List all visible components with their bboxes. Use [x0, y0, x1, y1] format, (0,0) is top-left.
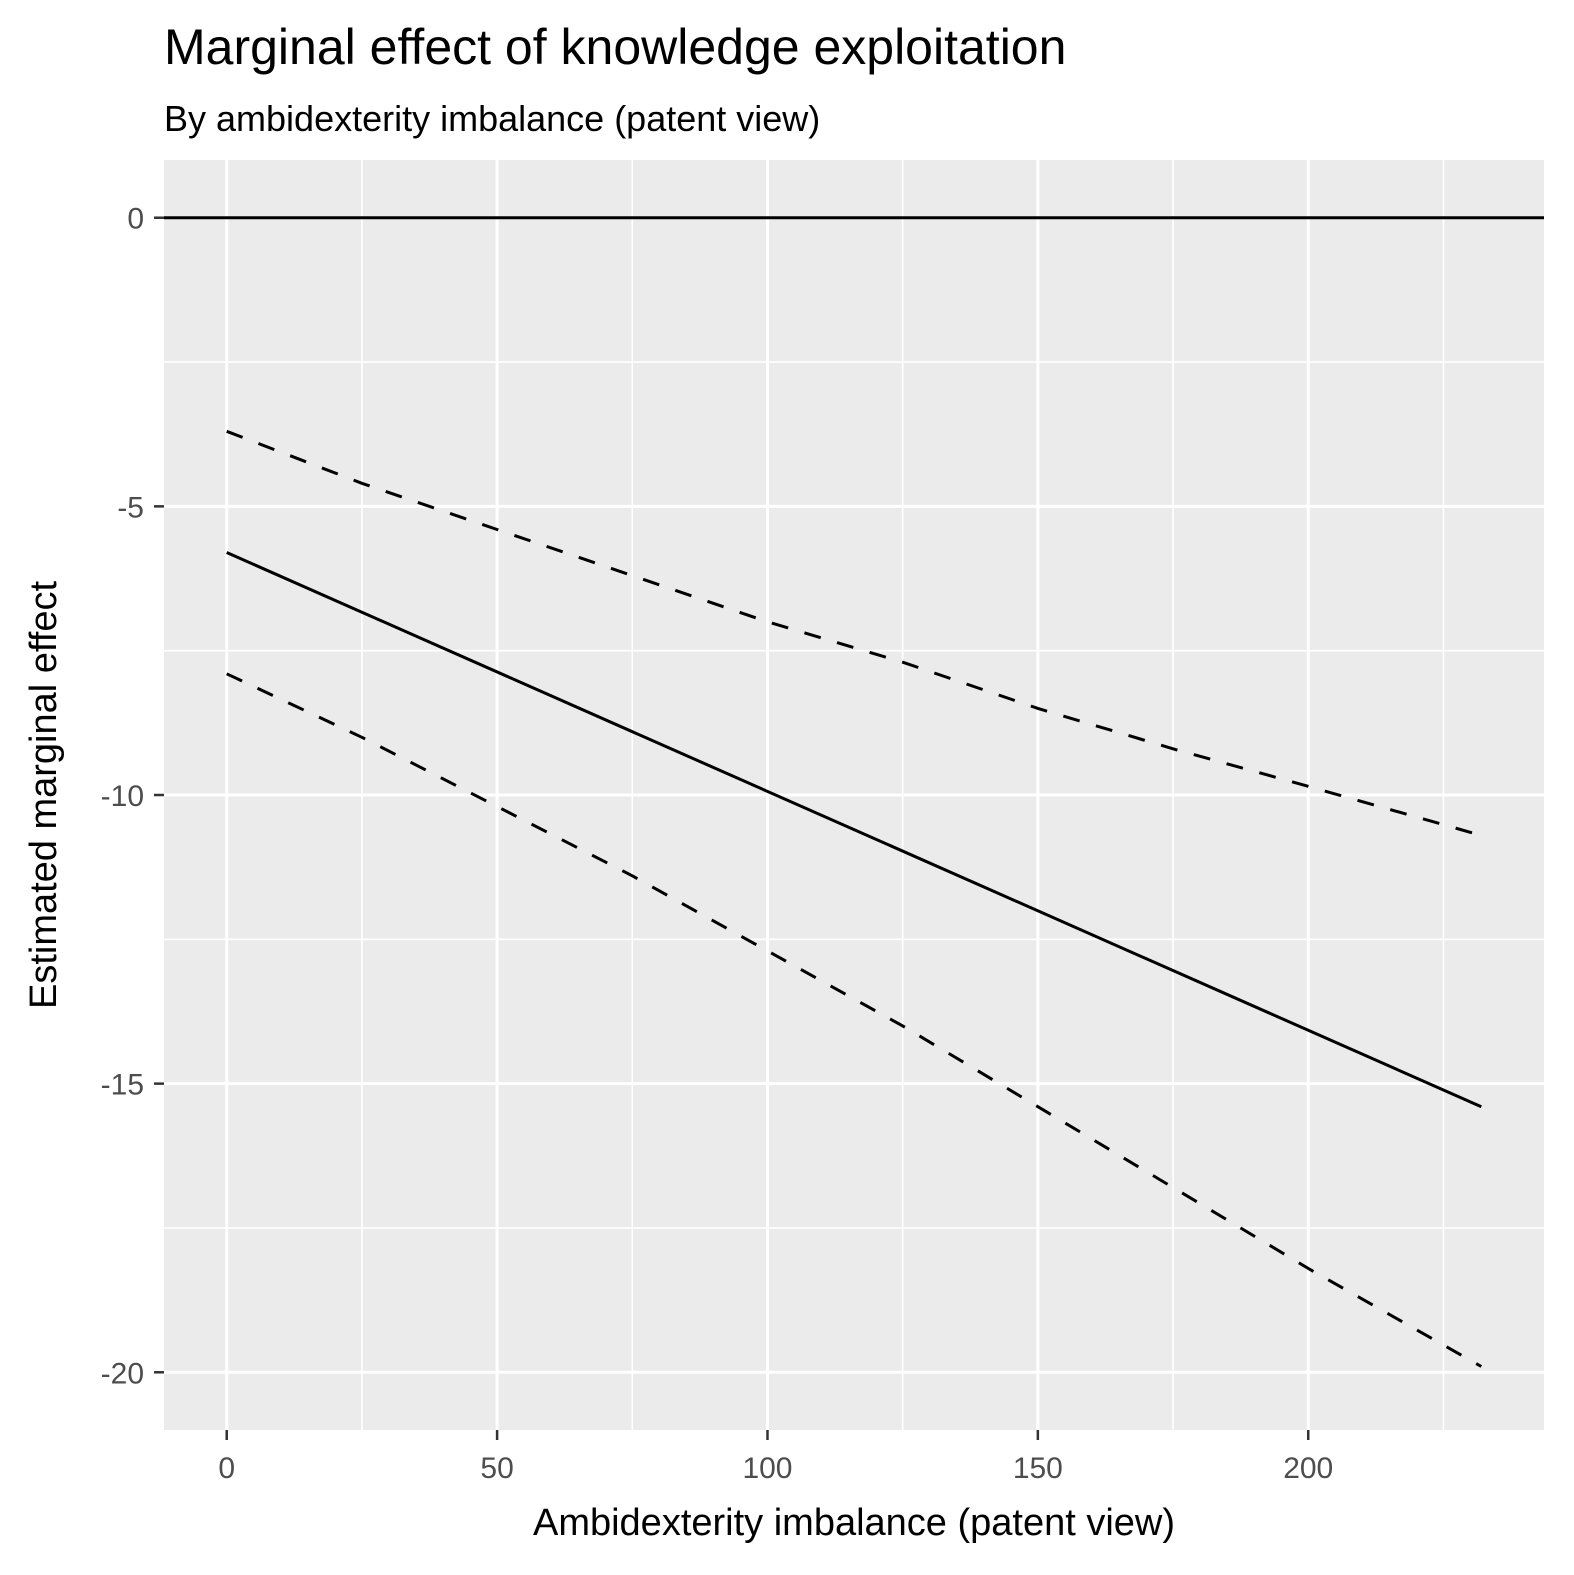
chart-subtitle: By ambidexterity imbalance (patent view)	[164, 98, 820, 139]
x-axis-title: Ambidexterity imbalance (patent view)	[533, 1502, 1175, 1544]
y-tick-label: -20	[101, 1357, 144, 1390]
x-tick-label: 150	[1013, 1452, 1063, 1485]
x-axis-ticks: 0 50 100 150 200	[218, 1430, 1333, 1485]
x-tick-label: 0	[218, 1452, 235, 1485]
x-tick-label: 50	[480, 1452, 513, 1485]
y-tick-label: -5	[117, 491, 144, 524]
y-axis-title: Estimated marginal effect	[23, 581, 65, 1009]
y-tick-label: 0	[127, 203, 144, 236]
chart-title: Marginal effect of knowledge exploitatio…	[164, 19, 1066, 75]
x-tick-label: 200	[1283, 1452, 1333, 1485]
x-tick-label: 100	[742, 1452, 792, 1485]
y-tick-label: -15	[101, 1069, 144, 1102]
y-tick-label: -10	[101, 780, 144, 813]
y-axis-ticks: 0 -5 -10 -15 -20	[101, 203, 164, 1391]
